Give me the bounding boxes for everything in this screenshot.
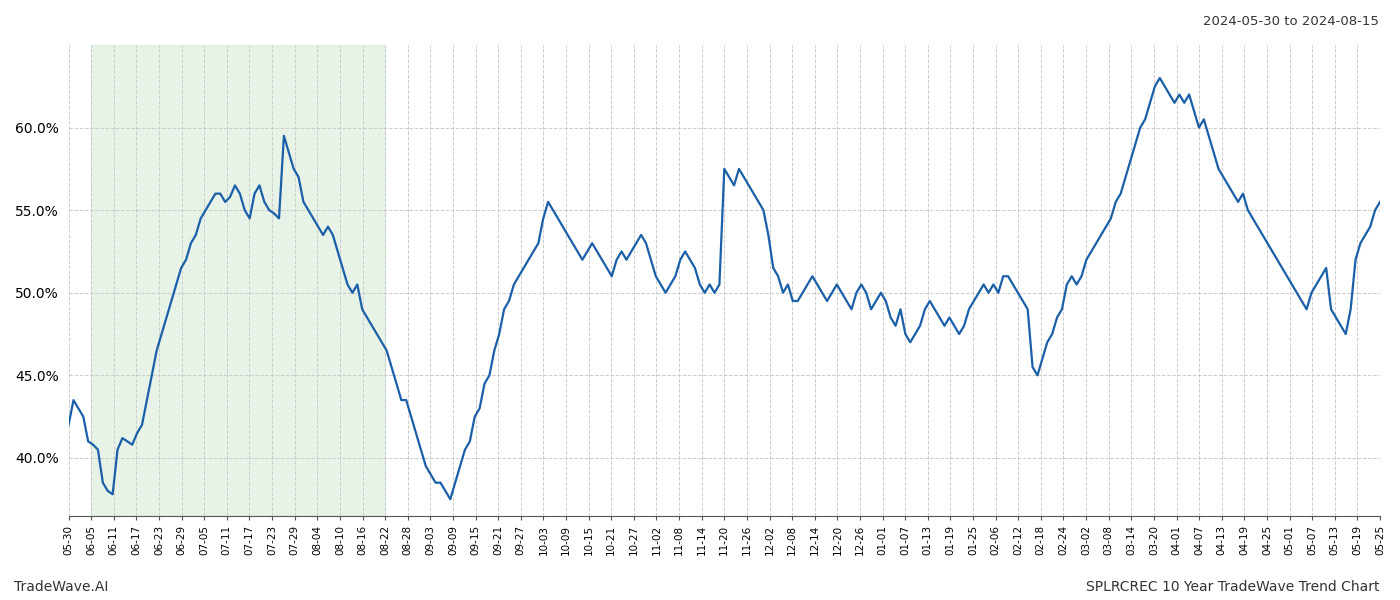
Text: 2024-05-30 to 2024-08-15: 2024-05-30 to 2024-08-15 (1203, 15, 1379, 28)
Text: TradeWave.AI: TradeWave.AI (14, 580, 108, 594)
Bar (91, 45, 385, 516)
Text: SPLRCREC 10 Year TradeWave Trend Chart: SPLRCREC 10 Year TradeWave Trend Chart (1085, 580, 1379, 594)
